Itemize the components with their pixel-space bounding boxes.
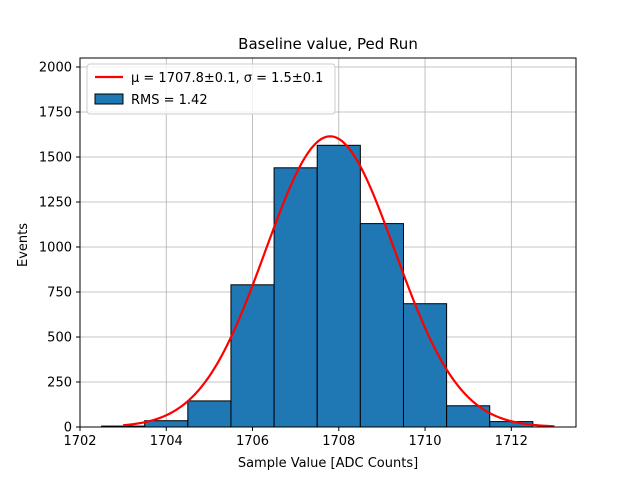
fit-curve-layer xyxy=(123,135,555,428)
y-tick-label: 250 xyxy=(47,376,72,391)
histogram-bar xyxy=(316,144,361,428)
legend-histogram-label: RMS = 1.42 xyxy=(131,93,208,108)
y-tick-label: 1000 xyxy=(39,241,72,256)
x-tick-label: 1708 xyxy=(322,434,355,449)
x-tick-label: 1712 xyxy=(495,434,528,449)
chart-title: Baseline value, Ped Run xyxy=(238,35,418,53)
y-tick-label: 500 xyxy=(47,331,72,346)
axis-ticks: 1702 1704 1706 1708 1710 1712 0 250 500 750 1000 12… xyxy=(39,61,528,450)
legend: μ = 1707.8±0.1, σ = 1.5±0.1 RMS = 1.42 xyxy=(86,63,336,115)
legend-fit-label: μ = 1707.8±0.1, σ = 1.5±0.1 xyxy=(131,71,323,86)
y-tick-label: 1250 xyxy=(39,196,72,211)
y-axis-label: Events xyxy=(16,223,31,267)
plot-frame xyxy=(79,57,577,428)
y-tick-label: 1750 xyxy=(39,106,72,121)
y-tick-label: 1500 xyxy=(39,151,72,166)
y-tick-label: 2000 xyxy=(39,61,72,76)
histogram-bar xyxy=(187,400,232,428)
gaussian-fit-curve xyxy=(123,135,555,428)
histogram-bar xyxy=(230,284,275,428)
histogram-bar xyxy=(273,167,318,428)
legend-histogram-swatch xyxy=(94,93,124,105)
legend-box xyxy=(86,63,336,115)
x-axis-label: Sample Value [ADC Counts] xyxy=(238,456,418,471)
x-tick-label: 1710 xyxy=(408,434,441,449)
histogram-bar xyxy=(402,303,448,428)
x-tick-label: 1702 xyxy=(63,434,96,449)
x-tick-label: 1706 xyxy=(236,434,269,449)
y-tick-label: 750 xyxy=(47,286,72,301)
x-tick-label: 1704 xyxy=(150,434,183,449)
y-tick-label: 0 xyxy=(64,421,72,436)
